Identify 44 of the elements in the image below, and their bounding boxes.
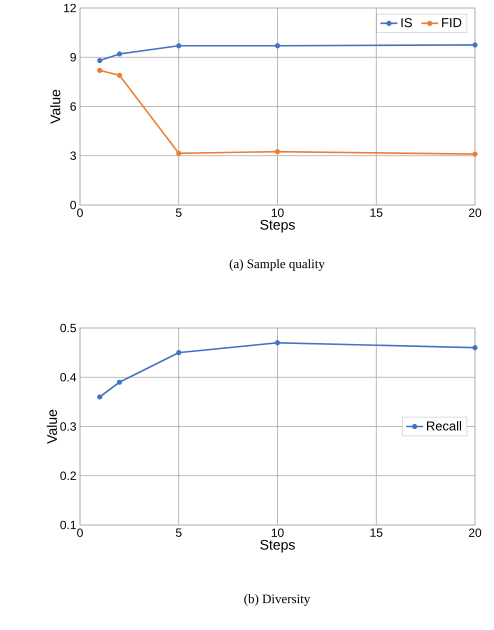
point (176, 150, 182, 156)
point (176, 350, 182, 356)
x-tick-label: 5 (176, 528, 182, 537)
y-tick-label: 3 (70, 152, 76, 160)
point (274, 340, 280, 346)
x-tick-label: 20 (468, 528, 482, 537)
x-tick-label: 0 (77, 208, 83, 217)
y-tick-label: 6 (70, 102, 76, 111)
point (116, 51, 122, 57)
y-axis-title: Value (46, 410, 58, 444)
point (116, 380, 122, 385)
y-axis-title: Value (50, 90, 60, 124)
point (97, 58, 102, 64)
x-tick-label: 0 (77, 528, 83, 537)
x-tick-label: 5 (176, 208, 182, 217)
y-tick-label: 12 (64, 4, 76, 12)
point (97, 68, 102, 73)
point (97, 394, 102, 400)
x-axis-title: Steps (260, 540, 295, 552)
text: (a) Sample quality (230, 259, 325, 271)
y-tick-label: 0 (70, 200, 76, 210)
y-tick-label: 0.3 (60, 422, 76, 431)
text: (b) Diversity (244, 594, 310, 606)
point (472, 345, 478, 350)
legend-label: FID (442, 18, 462, 28)
y-tick-label: 0.4 (60, 373, 76, 382)
x-tick-label: 20 (468, 208, 482, 217)
x-axis-title: Steps (260, 220, 295, 232)
point (472, 152, 478, 157)
y-tick-label: 9 (70, 53, 76, 62)
point (274, 43, 280, 48)
x-tick-label: 10 (272, 528, 284, 537)
legend-label: Recall (426, 421, 462, 431)
point (116, 72, 122, 78)
point (472, 42, 478, 48)
y-tick-label: 0.1 (60, 520, 76, 530)
x-tick-label: 10 (272, 208, 284, 217)
legend-label: IS (401, 18, 412, 28)
x-tick-label: 15 (370, 528, 382, 537)
point (176, 43, 182, 48)
y-tick-label: 0.5 (60, 324, 76, 332)
x-tick-label: 15 (370, 208, 382, 217)
y-tick-label: 0.2 (60, 472, 76, 480)
point (274, 149, 280, 154)
